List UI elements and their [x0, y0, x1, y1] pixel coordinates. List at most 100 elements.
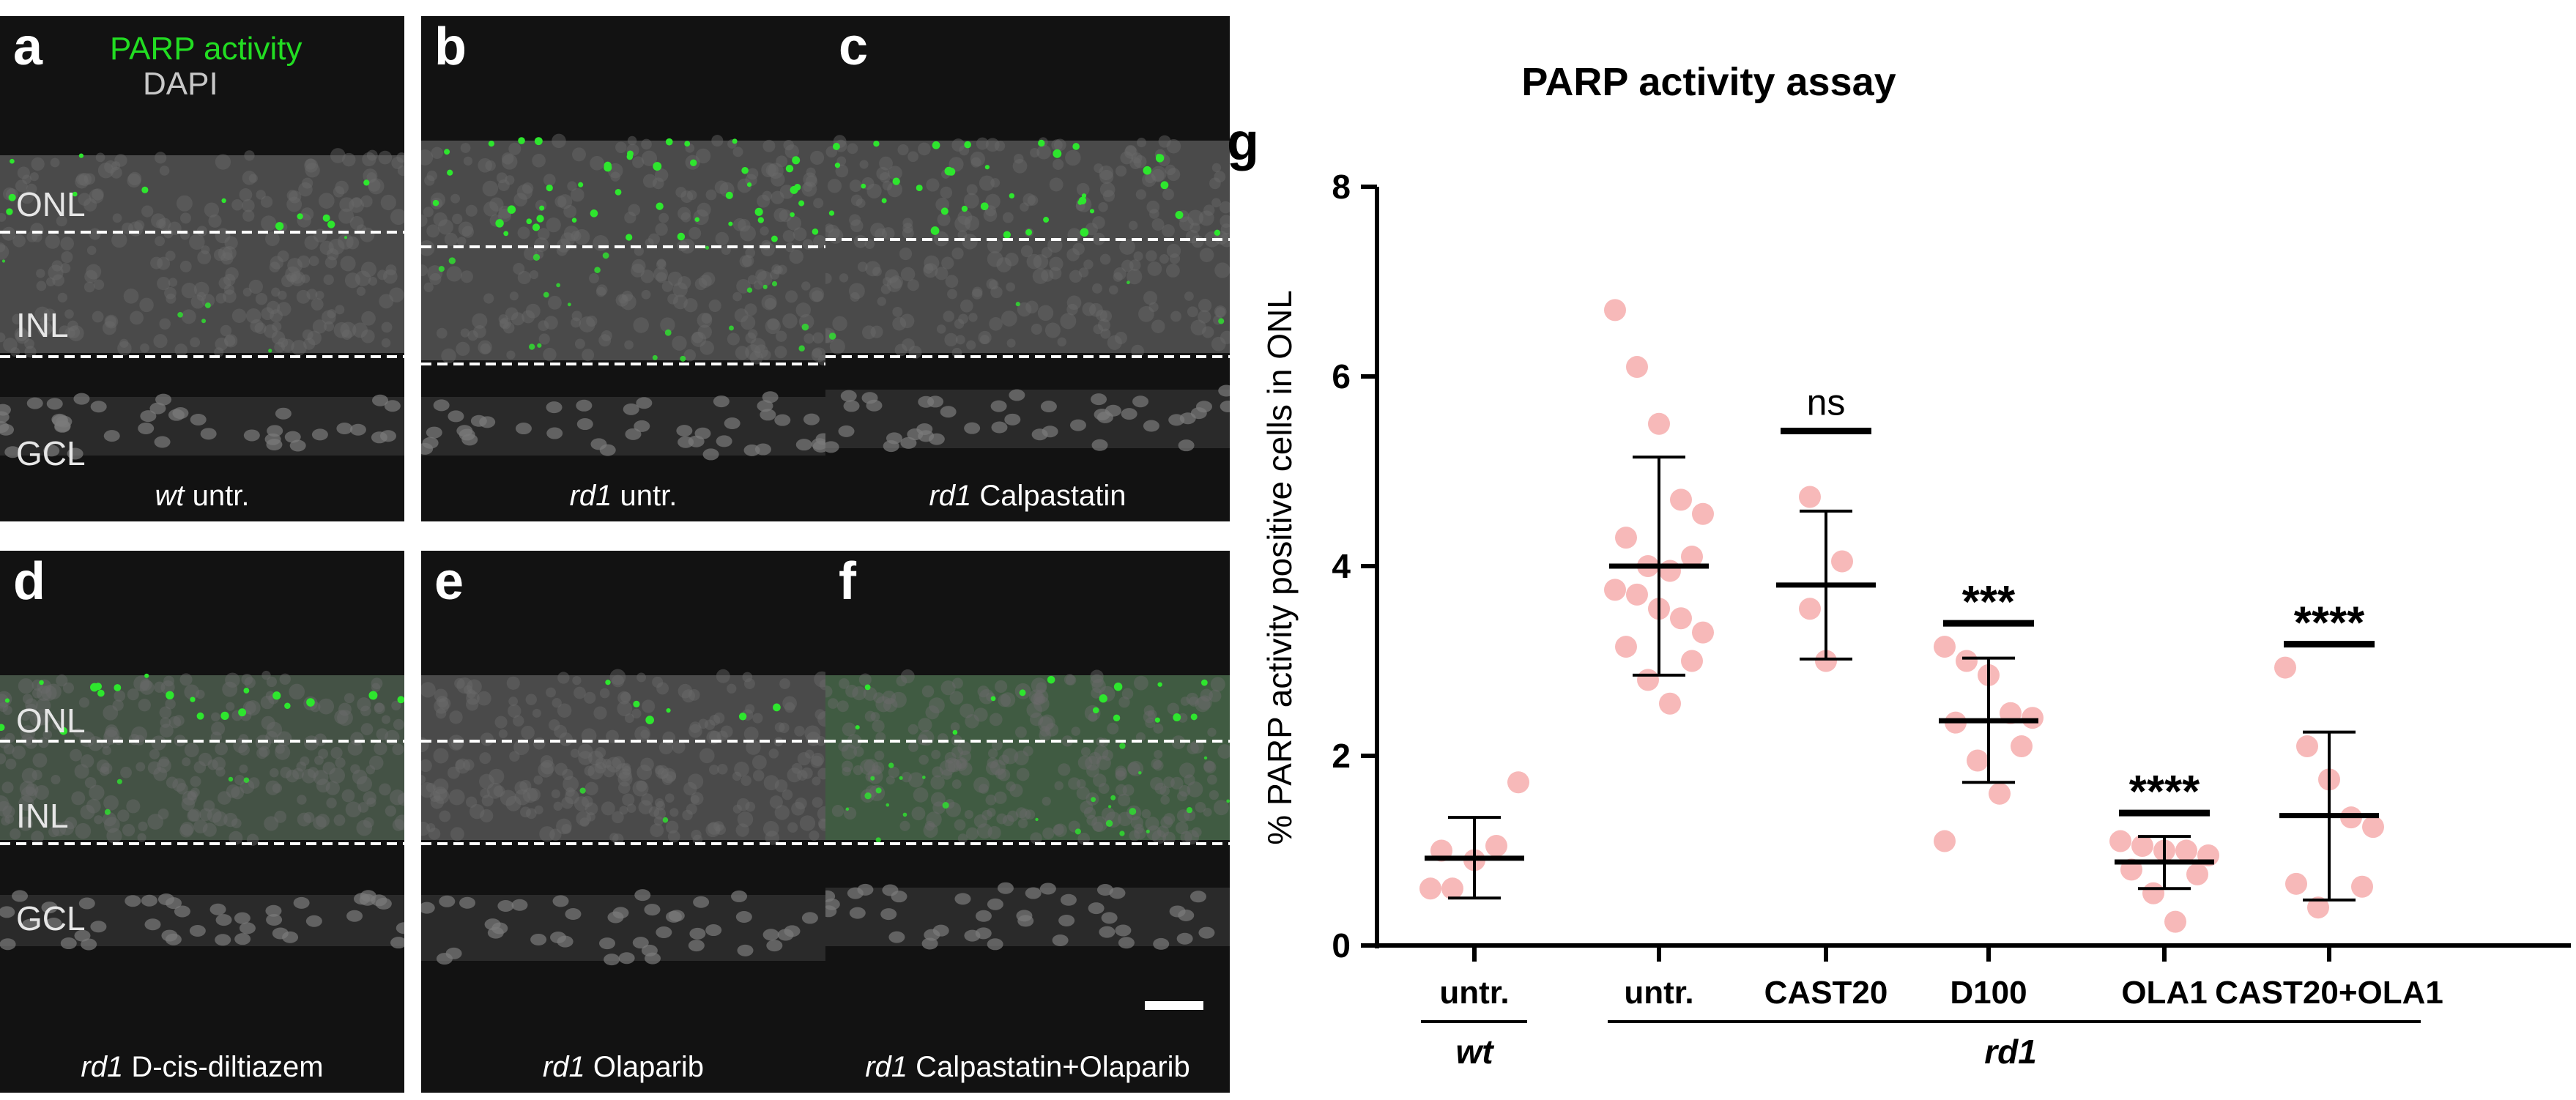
panel-letter: b	[434, 18, 467, 76]
stain-label-parp: PARP activity	[110, 31, 302, 67]
caption-treatment: untr.	[192, 480, 250, 512]
data-point	[2274, 656, 2296, 679]
data-point	[2022, 707, 2044, 729]
data-point	[2296, 735, 2318, 758]
data-point	[1626, 356, 1648, 379]
data-point	[1648, 412, 1670, 435]
caption-treatment: Olaparib	[593, 1051, 705, 1083]
data-point	[2285, 872, 2307, 895]
data-point	[1799, 598, 1821, 620]
data-point	[1692, 502, 1714, 525]
caption-genotype: rd1	[929, 480, 972, 512]
micrograph-panel-e: e rd1 Olaparib	[421, 551, 825, 1093]
micrograph-panel-c: c rd1 Calpastatin	[825, 16, 1230, 521]
data-point	[2175, 839, 2197, 862]
significance-label: ns	[1807, 382, 1846, 423]
panel-letter: f	[839, 552, 856, 611]
data-point	[2142, 882, 2164, 904]
data-point	[1485, 835, 1507, 858]
x-category-label: D100	[1950, 975, 2027, 1011]
data-point	[2011, 735, 2033, 758]
data-point	[2109, 830, 2131, 852]
x-category-label: untr.	[1439, 975, 1509, 1011]
panel-caption: rd1 untr.	[421, 480, 825, 513]
stain-label-dapi: DAPI	[143, 66, 218, 102]
micrograph-panel-f: f rd1 Calpastatin+Olaparib	[825, 551, 1230, 1093]
genotype-label-rd1: rd1	[1984, 1033, 2037, 1071]
y-tick-label: 8	[1332, 168, 1351, 206]
data-point	[1419, 877, 1441, 900]
panel-caption: rd1 Calpastatin	[825, 480, 1230, 513]
data-point	[1604, 299, 1626, 322]
tissue-image	[825, 669, 1230, 951]
data-point	[1659, 692, 1681, 715]
layer-label-onl: ONL	[16, 702, 86, 740]
y-tick-label: 2	[1332, 737, 1351, 775]
micrograph-panel-b: b rd1 untr.	[421, 16, 825, 521]
x-category-label: untr.	[1624, 975, 1693, 1011]
chart-title: PARP activity assay	[1521, 60, 1896, 104]
data-point	[2131, 835, 2153, 858]
caption-genotype: rd1	[81, 1051, 124, 1083]
data-point	[1507, 771, 1529, 794]
data-point	[1692, 621, 1714, 644]
caption-treatment: Calpastatin+Olaparib	[916, 1051, 1190, 1083]
panel-caption: rd1 Olaparib	[421, 1051, 825, 1084]
tissue-image	[825, 135, 1230, 453]
data-point	[1799, 486, 1821, 508]
significance-label: ****	[2294, 598, 2365, 649]
data-point	[1670, 607, 1692, 630]
significance-label: ****	[2129, 767, 2200, 817]
data-point	[1989, 782, 2011, 805]
panel-letter: d	[13, 552, 45, 611]
panel-caption: wt untr.	[0, 480, 404, 513]
data-point	[1615, 527, 1637, 549]
data-point	[2351, 875, 2373, 898]
layer-label-inl: INL	[16, 306, 69, 344]
genotype-label-wt: wt	[1455, 1033, 1494, 1071]
y-tick-label: 6	[1332, 357, 1351, 395]
data-point	[2164, 910, 2186, 933]
data-point	[1815, 650, 1837, 672]
significance-label: ***	[1962, 577, 2016, 628]
data-point	[1604, 579, 1626, 601]
data-point	[1615, 636, 1637, 658]
y-tick-label: 4	[1332, 547, 1351, 585]
layer-label-onl: ONL	[16, 185, 86, 223]
caption-genotype: rd1	[865, 1051, 907, 1083]
x-category-label: CAST20	[1764, 975, 1888, 1011]
caption-treatment: untr.	[620, 480, 678, 512]
data-point	[1637, 669, 1659, 691]
x-category-label: CAST20+OLA1	[2215, 975, 2443, 1011]
layer-label-gcl: GCL	[16, 434, 86, 472]
parp-activity-chart: g PARP activity assay % PARP activity po…	[1227, 60, 2571, 1071]
data-point	[1441, 877, 1463, 900]
tissue-image	[421, 133, 825, 461]
data-point	[1956, 650, 1978, 672]
data-point	[1659, 560, 1681, 582]
y-axis-label: % PARP activity positive cells in ONL	[1261, 290, 1299, 845]
data-point	[1934, 830, 1956, 852]
data-point	[1681, 650, 1703, 672]
data-point	[1967, 749, 1989, 772]
micrograph-panel-d: d ONL INL GCL rd1 D-cis-diltiazem	[0, 551, 404, 1093]
micrograph-panel-a: a PARP activity DAPI ONL INL GCL wt untr…	[0, 16, 404, 521]
scale-bar	[1145, 1001, 1203, 1010]
panel-letter: e	[434, 552, 464, 611]
caption-genotype: rd1	[569, 480, 612, 512]
x-category-label: OLA1	[2121, 975, 2207, 1011]
data-point	[2307, 896, 2329, 919]
data-point	[1681, 546, 1703, 568]
data-point	[1831, 550, 1853, 573]
data-point	[1670, 488, 1692, 511]
panel-letter: c	[839, 18, 869, 76]
chart-panel-letter: g	[1227, 113, 1259, 171]
layer-label-gcl: GCL	[16, 899, 86, 937]
panel-letter: a	[13, 18, 43, 76]
layer-label-inl: INL	[16, 797, 69, 835]
caption-genotype: wt	[155, 480, 185, 512]
caption-treatment: Calpastatin	[979, 480, 1126, 512]
data-point	[1626, 583, 1648, 606]
panel-caption: rd1 D-cis-diltiazem	[0, 1051, 404, 1084]
tissue-image	[421, 669, 825, 966]
